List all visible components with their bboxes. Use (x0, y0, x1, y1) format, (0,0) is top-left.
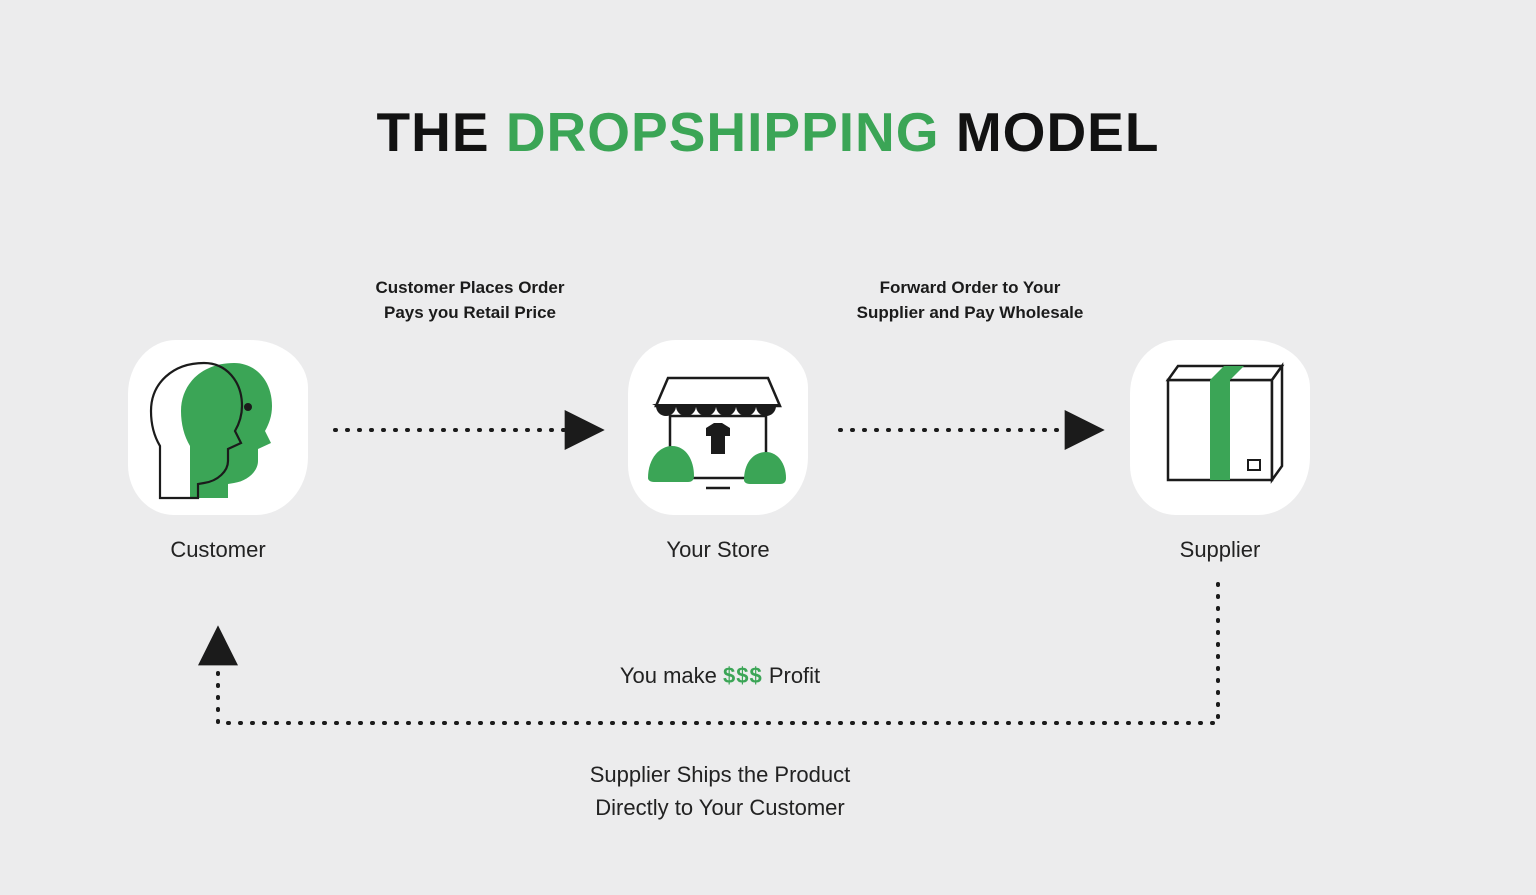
profit-suffix: Profit (763, 663, 820, 688)
arrow2-line2: Supplier and Pay Wholesale (857, 303, 1084, 322)
ship-line2: Directly to Your Customer (595, 795, 844, 820)
arrow-supplier-to-customer (218, 584, 1218, 723)
node-supplier: Supplier (1130, 340, 1310, 563)
arrow1-line2: Pays you Retail Price (384, 303, 556, 322)
store-blob (628, 340, 808, 515)
store-label: Your Store (628, 537, 808, 563)
profit-prefix: You make (620, 663, 723, 688)
arrow2-label: Forward Order to Your Supplier and Pay W… (820, 276, 1120, 325)
supplier-icon (1140, 348, 1300, 508)
arrow2-line1: Forward Order to Your (880, 278, 1061, 297)
title-word-3: MODEL (956, 101, 1160, 163)
store-icon (628, 340, 808, 515)
ship-line1: Supplier Ships the Product (590, 762, 851, 787)
arrow1-label: Customer Places Order Pays you Retail Pr… (320, 276, 620, 325)
ship-label: Supplier Ships the Product Directly to Y… (520, 758, 920, 824)
title-word-2: DROPSHIPPING (506, 101, 940, 163)
title-word-1: THE (377, 101, 490, 163)
customer-icon (136, 345, 301, 510)
profit-label: You make $$$ Profit (520, 663, 920, 689)
supplier-blob (1130, 340, 1310, 515)
page-title: THE DROPSHIPPING MODEL (0, 100, 1536, 164)
supplier-label: Supplier (1130, 537, 1310, 563)
arrow1-line1: Customer Places Order (376, 278, 565, 297)
profit-money: $$$ (723, 663, 763, 688)
customer-blob (128, 340, 308, 515)
node-customer: Customer (128, 340, 308, 563)
node-store: Your Store (628, 340, 808, 563)
customer-label: Customer (128, 537, 308, 563)
